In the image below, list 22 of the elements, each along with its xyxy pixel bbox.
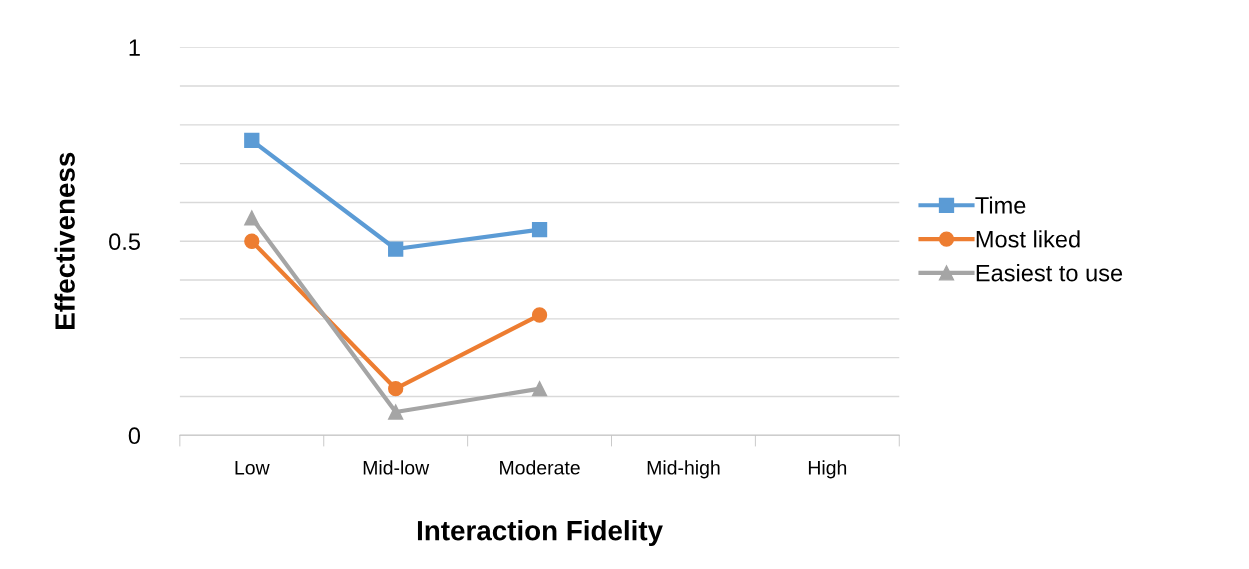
point: [244, 132, 260, 149]
x-axis-title: Interaction Fidelity: [417, 520, 663, 546]
point: [244, 210, 260, 226]
point: [388, 241, 404, 257]
x-tick-label: Mid-low: [363, 460, 430, 475]
point: [244, 233, 260, 249]
point: [531, 381, 548, 397]
point: [388, 404, 404, 420]
legend-label: Easiest to use: [976, 264, 1123, 282]
legend-label: Time: [975, 196, 1026, 214]
x-tick-label: High: [808, 460, 847, 479]
y-tick-label: 1: [129, 39, 140, 56]
point: [388, 381, 404, 397]
legend-label: Most liked: [976, 230, 1080, 248]
x-tick-label: Mid-high: [647, 460, 720, 479]
point: [531, 221, 548, 238]
y-tick-label: 0.5: [109, 233, 140, 251]
y-axis-title: Effectiveness: [54, 152, 75, 329]
y-tick-label: 0: [128, 427, 141, 445]
x-tick-label: Moderate: [500, 460, 580, 475]
x-tick-label: Low: [235, 461, 270, 475]
point: [531, 307, 548, 323]
